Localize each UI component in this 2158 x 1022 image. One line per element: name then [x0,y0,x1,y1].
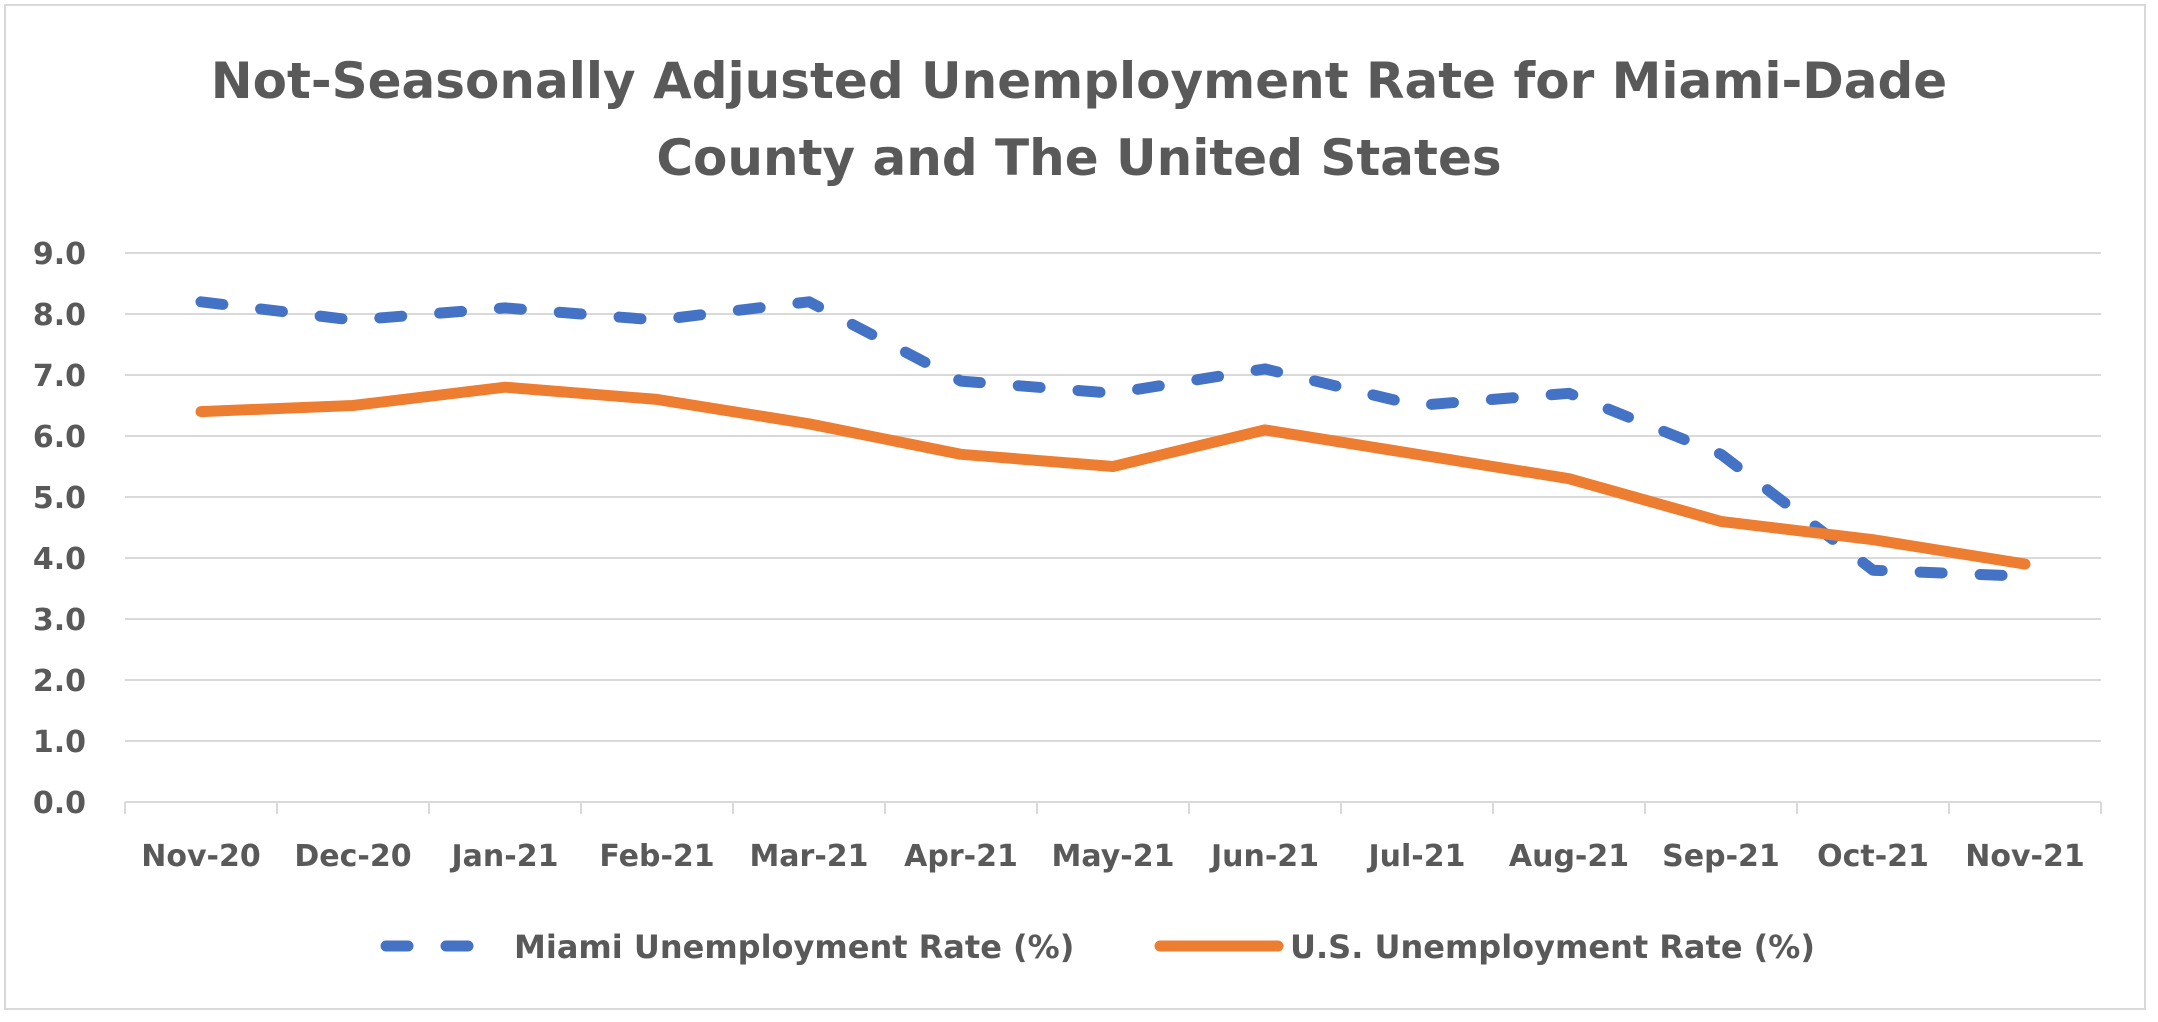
legend-label-miami: Miami Unemployment Rate (%) [514,928,1074,966]
x-tick-label: Apr-21 [904,839,1018,874]
series-line-us [195,381,2031,570]
y-tick-label: 1.0 [33,725,86,760]
y-tick-label: 3.0 [33,603,86,638]
x-tick-label: Sep-21 [1662,839,1780,874]
y-tick-label: 4.0 [33,542,86,577]
y-tick-label: 7.0 [33,359,86,394]
y-tick-label: 5.0 [33,481,86,516]
x-tick-label: Jan-21 [450,839,559,874]
x-tick-label: Oct-21 [1817,839,1929,874]
x-axis [124,801,2102,814]
y-tick-label: 0.0 [33,786,86,821]
x-tick-label: Nov-21 [1965,839,2084,874]
x-tick-label: Mar-21 [749,839,868,874]
y-tick-label: 9.0 [33,237,86,272]
y-axis-tick-labels: 0.0 1.0 2.0 3.0 4.0 5.0 6.0 7.0 8.0 9.0 [33,237,86,821]
x-axis-tick-labels: Nov-20 Dec-20 Jan-21 Feb-21 Mar-21 Apr-21 May-… [141,839,2084,874]
chart-title-line-2: County and The United States [656,129,1501,187]
gridlines [125,252,2101,742]
x-tick-label: Jun-21 [1209,839,1319,874]
y-tick-label: 2.0 [33,664,86,699]
x-tick-label: Feb-21 [599,839,714,874]
legend-item-us[interactable]: U.S. Unemployment Rate (%) [1154,928,1815,966]
x-tick-label: May-21 [1052,839,1175,874]
chart-title-line-1: Not-Seasonally Adjusted Unemployment Rat… [211,52,1947,110]
chart-frame [4,4,2146,1010]
y-tick-label: 6.0 [33,420,86,455]
x-tick-label: Dec-20 [294,839,411,874]
y-tick-label: 8.0 [33,298,86,333]
series-line-miami [195,296,2031,582]
series-lines [195,296,2031,582]
chart-title: Not-Seasonally Adjusted Unemployment Rat… [211,52,1947,187]
x-tick-label: Jul-21 [1366,839,1465,874]
legend-label-us: U.S. Unemployment Rate (%) [1290,928,1815,966]
legend-item-miami[interactable]: Miami Unemployment Rate (%) [380,928,1074,966]
x-tick-label: Nov-20 [141,839,260,874]
legend: Miami Unemployment Rate (%) U.S. Unemplo… [380,928,1815,966]
x-tick-label: Aug-21 [1509,839,1629,874]
